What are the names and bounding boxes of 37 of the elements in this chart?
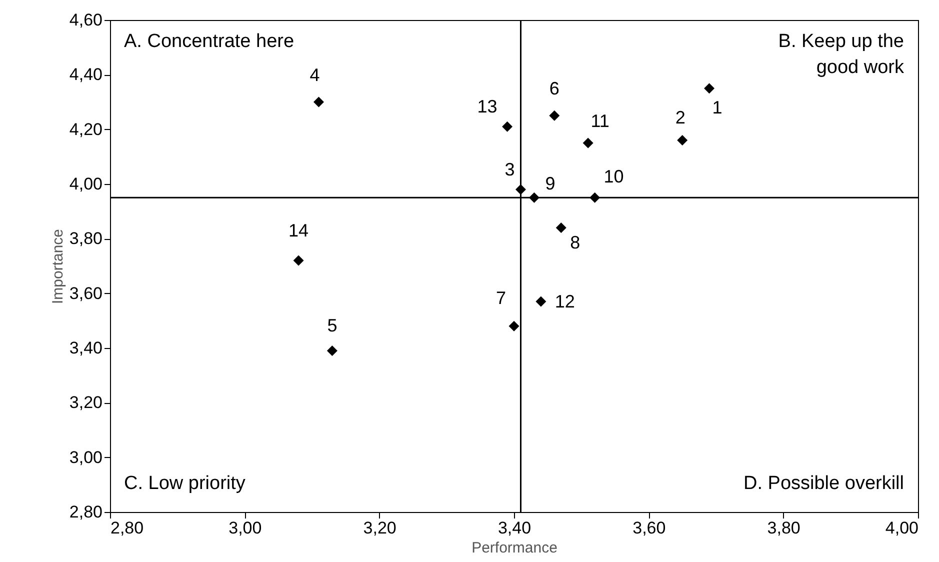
y-axis-title: Importance [49,228,66,304]
annotation: C. Low priority [124,473,246,494]
text: 11 [590,111,610,131]
x-tick-label: 4,00 [885,518,918,538]
y-tick-label: 3,00 [69,448,102,467]
x-tick-label: 3,60 [632,518,666,538]
y-tick-label: 2,80 [69,502,102,522]
y-tick-label: 4,40 [69,65,102,84]
x-tick-label: 3,40 [498,518,532,538]
x-axis-title: Performance [472,540,558,556]
text: 1 [712,97,722,118]
y-tick-label: 4,60 [69,10,102,30]
x-tick-label: 3,80 [767,518,800,538]
text: 7 [496,288,506,308]
text: 13 [477,96,498,117]
text: 14 [288,220,309,241]
y-tick-label: 3,40 [69,338,102,358]
text: 9 [545,174,556,194]
x-tick-label: 3,00 [228,518,262,538]
annotation: B. Keep up the good work [778,31,904,78]
text: 12 [554,292,575,312]
annotation: D. Possible overkill [744,473,904,494]
text: 6 [549,78,560,99]
text: 5 [327,316,338,336]
text: 4 [310,65,320,85]
y-tick-label: 3,60 [69,284,102,303]
y-tick-label: 4,20 [69,120,102,139]
y-tick-label: 4,00 [69,174,102,194]
text: 3 [504,159,515,180]
y-tick-label: 3,20 [69,393,102,412]
x-tick-label: 3,20 [363,518,396,538]
annotation: A. Concentrate here [124,31,294,52]
text: 2 [675,107,686,128]
x-tick-label: 2,80 [110,518,144,538]
text: 10 [604,166,624,187]
text: 8 [570,232,580,253]
y-tick-label: 3,80 [69,229,102,248]
